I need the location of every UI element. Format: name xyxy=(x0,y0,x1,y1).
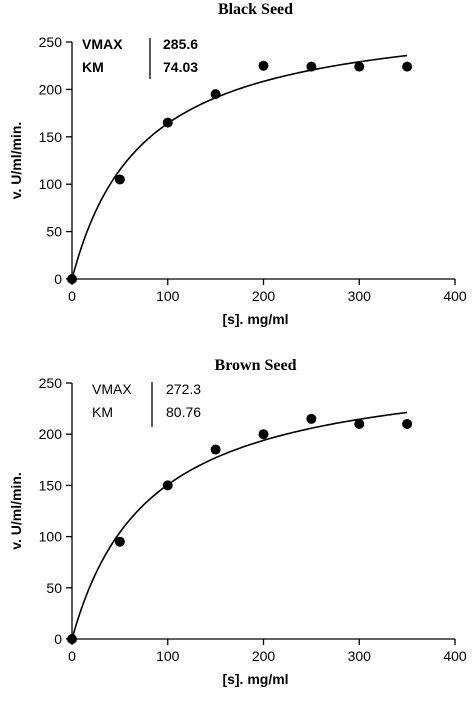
data-point xyxy=(162,117,173,128)
chart-panel-brown-seed: Brown Seed 0 100 200 300 400 0 50 100 150 200 250 [s… xyxy=(8,357,467,687)
y-tick-label: 0 xyxy=(54,271,62,287)
x-tick-label: 300 xyxy=(348,288,372,304)
x-axis-label: [s]. mg/ml xyxy=(222,671,288,687)
chart-title: Black Seed xyxy=(218,1,293,18)
y-tick-label: 50 xyxy=(46,224,62,240)
annotation-value-vmax: 272.3 xyxy=(166,381,201,397)
data-point xyxy=(306,61,317,72)
data-point xyxy=(354,61,365,72)
annotation-label-km: KM xyxy=(92,404,113,420)
y-axis-label: v. U/ml/min. xyxy=(8,472,24,550)
y-tick-label: 250 xyxy=(39,34,63,50)
annotation-label-vmax: VMAX xyxy=(92,381,132,397)
annotation-value-km: 74.03 xyxy=(163,59,198,75)
chart-panel-black-seed: Black Seed 0 100 200 300 400 0 50 100 150 200 250 [s… xyxy=(8,1,467,327)
y-tick-label: 200 xyxy=(39,426,63,442)
y-axis-label: v. U/ml/min. xyxy=(8,122,24,200)
y-tick-label: 200 xyxy=(39,81,63,97)
y-tick-label: 100 xyxy=(39,529,63,545)
x-tick-label: 100 xyxy=(156,648,180,664)
data-point xyxy=(162,480,173,491)
x-axis-label: [s]. mg/ml xyxy=(222,311,288,327)
annotation-label-vmax: VMAX xyxy=(82,36,123,52)
data-point xyxy=(210,89,221,100)
annotation-value-vmax: 285.6 xyxy=(163,36,198,52)
y-tick-label: 150 xyxy=(39,129,63,145)
y-tick-label: 0 xyxy=(54,631,62,647)
data-point xyxy=(402,61,413,72)
x-tick-label: 300 xyxy=(348,648,372,664)
x-tick-label: 200 xyxy=(252,288,276,304)
x-tick-label: 0 xyxy=(68,288,76,304)
y-tick-label: 150 xyxy=(39,477,63,493)
x-tick-label: 400 xyxy=(443,288,467,304)
data-point xyxy=(258,429,269,440)
x-tick-label: 400 xyxy=(443,648,467,664)
data-point xyxy=(67,634,77,644)
data-point xyxy=(114,174,125,185)
annotation-value-km: 80.76 xyxy=(166,404,201,420)
fit-curve xyxy=(71,54,408,280)
data-point xyxy=(258,60,269,71)
data-point xyxy=(402,418,413,429)
x-tick-label: 100 xyxy=(156,288,180,304)
y-tick-label: 50 xyxy=(46,580,62,596)
fit-curve xyxy=(71,411,408,640)
x-tick-label: 0 xyxy=(68,648,76,664)
y-tick-label: 250 xyxy=(39,375,63,391)
data-point xyxy=(354,418,365,429)
data-point xyxy=(67,274,77,284)
data-point xyxy=(210,444,221,455)
chart-title: Brown Seed xyxy=(215,357,297,374)
y-tick-label: 100 xyxy=(39,176,63,192)
data-point xyxy=(306,413,317,424)
annotation-label-km: KM xyxy=(82,59,104,75)
x-tick-label: 200 xyxy=(252,648,276,664)
data-point xyxy=(114,536,125,547)
